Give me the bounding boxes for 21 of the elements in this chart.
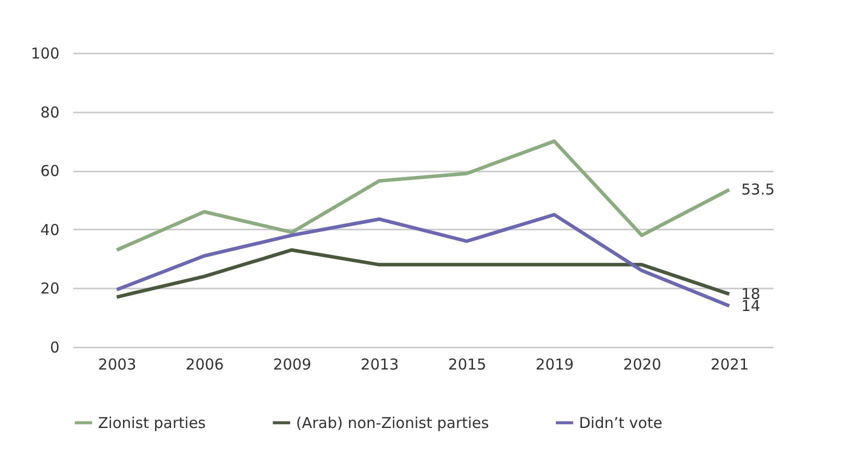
x-tick-label: 2021 xyxy=(710,356,749,374)
data-label: 53.5 xyxy=(741,180,775,199)
y-tick-label: 60 xyxy=(40,162,60,180)
x-tick-label: 2019 xyxy=(536,356,574,374)
legend-label: Didn’t vote xyxy=(579,414,662,432)
legend-label: (Arab) non-Zionist parties xyxy=(296,414,490,432)
x-tick-label: 2015 xyxy=(448,356,486,374)
line-series xyxy=(115,248,731,299)
x-tick-label: 2020 xyxy=(623,356,662,374)
y-tick-label: 100 xyxy=(30,44,60,62)
line-series xyxy=(115,139,731,252)
x-tick-label: 2006 xyxy=(186,356,224,374)
line-series xyxy=(115,212,731,308)
legend-label: Zionist parties xyxy=(98,414,206,432)
x-tick-label: 2003 xyxy=(98,356,136,374)
x-tick-label: 2009 xyxy=(273,356,312,374)
x-tick-label: 2013 xyxy=(360,356,399,374)
y-tick-label: 80 xyxy=(40,103,60,122)
y-tick-label: 0 xyxy=(50,338,60,356)
y-tick-label: 40 xyxy=(40,220,60,239)
y-tick-label: 20 xyxy=(40,280,60,298)
